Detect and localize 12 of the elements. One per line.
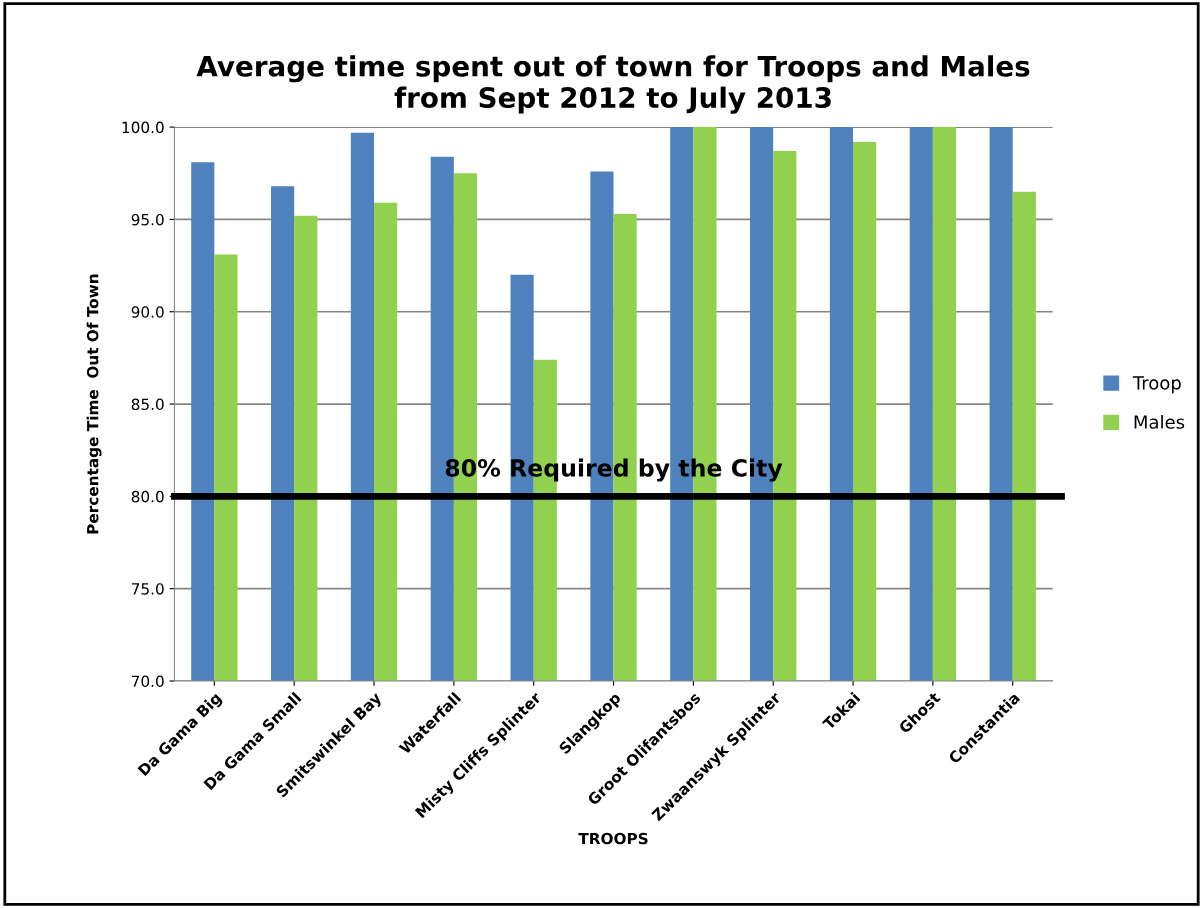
- y-tick-label: 70.0: [131, 675, 164, 688]
- y-tick-label: 85.0: [131, 398, 164, 411]
- y-tick-label: 100.0: [122, 121, 164, 134]
- legend-label: Troop: [1132, 376, 1181, 394]
- y-tick-label: 75.0: [131, 583, 164, 595]
- x-axis-title: TROOPS: [578, 832, 648, 845]
- legend-label: Males: [1134, 414, 1185, 429]
- y-tick-label: 80.0: [131, 490, 164, 503]
- chart-title: Average time spent out of town for Troops and Males from Sept 2012 to July 2013: [196, 55, 1030, 114]
- y-axis-title: Percentage Time Out Of Town: [86, 274, 102, 534]
- y-tick-label: 95.0: [131, 213, 164, 226]
- y-tick-label: 90.0: [131, 306, 164, 318]
